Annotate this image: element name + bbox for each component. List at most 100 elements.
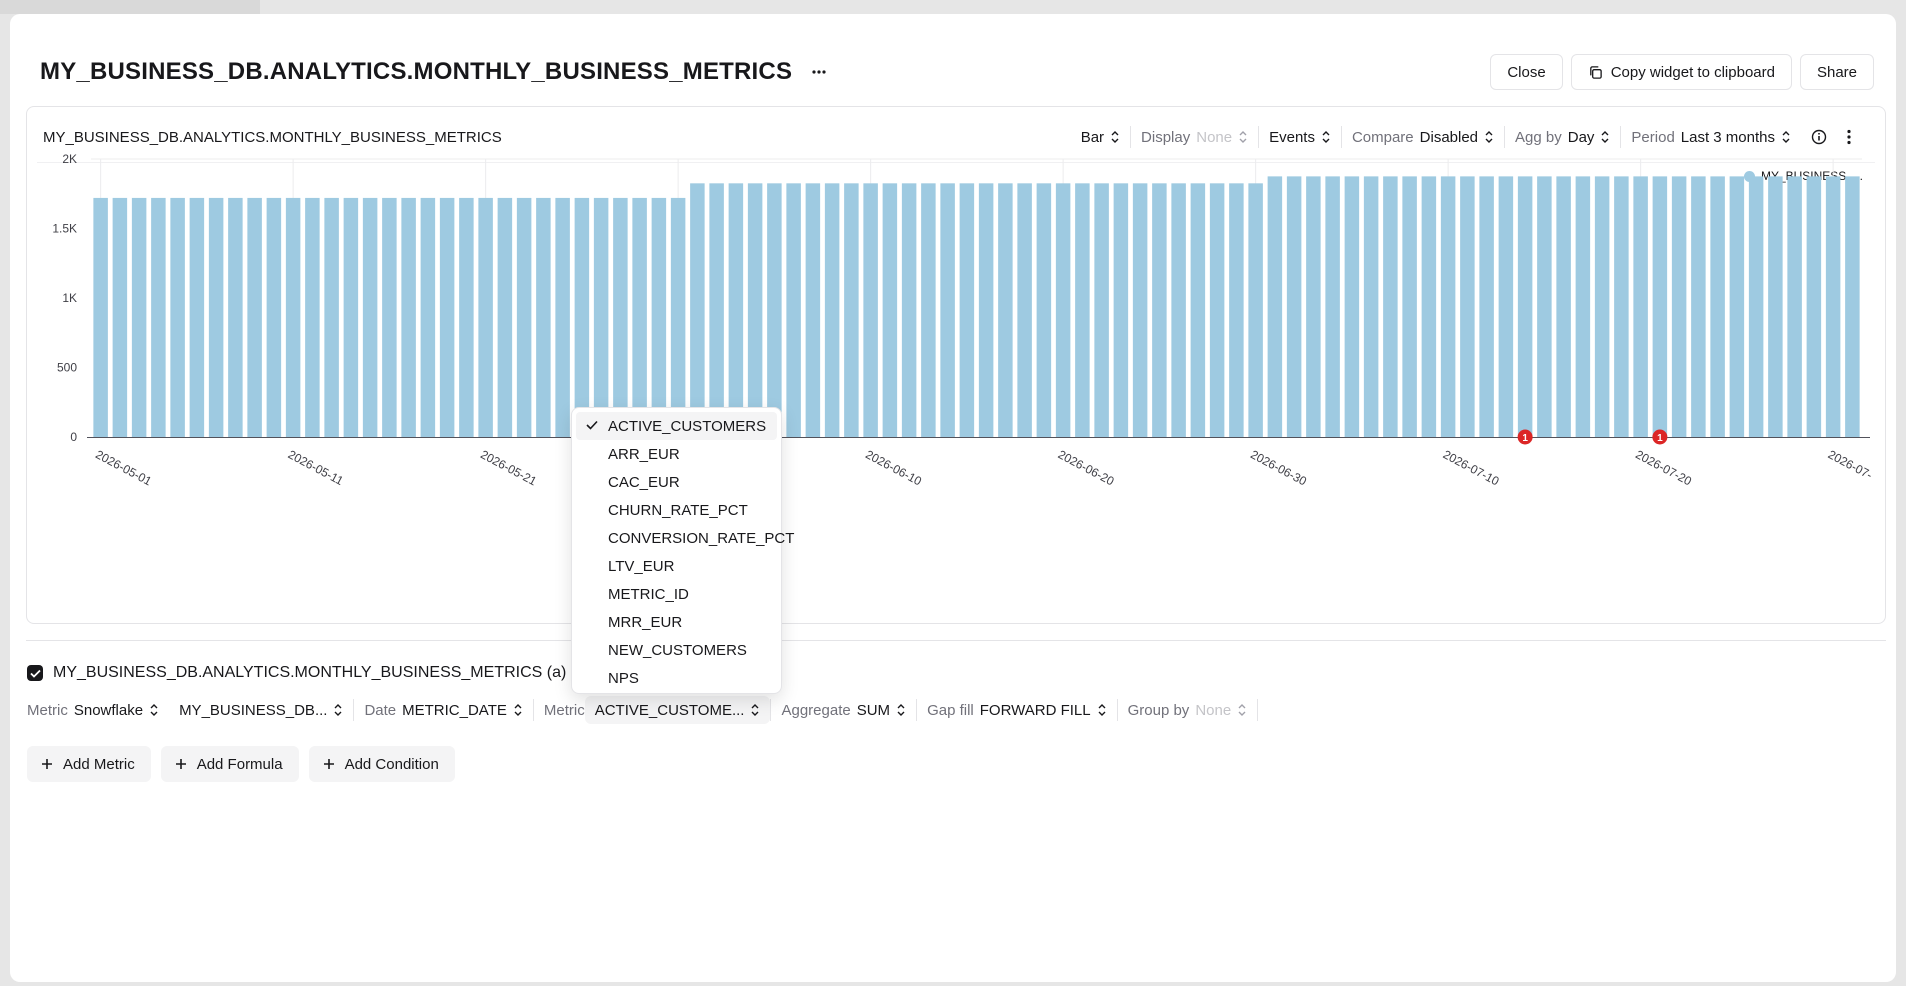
bar [131, 197, 147, 437]
bar [324, 197, 339, 437]
bar [1402, 176, 1417, 437]
bar [1306, 176, 1321, 437]
metric-label: Metric [543, 701, 585, 719]
date-select[interactable]: Date METRIC_DATE [354, 696, 532, 724]
metric-option-label: NEW_CUSTOMERS [608, 641, 747, 659]
bar [959, 183, 975, 437]
period-select[interactable]: Period Last 3 months [1621, 123, 1801, 151]
bar [170, 197, 185, 437]
date-value: METRIC_DATE [402, 701, 507, 719]
metric-option-label: LTV_EUR [608, 557, 675, 575]
bar [1748, 176, 1764, 437]
share-button[interactable]: Share [1799, 54, 1874, 90]
chart-type-select[interactable]: Bar [1071, 123, 1130, 151]
gapfill-select[interactable]: Gap fill FORWARD FILL [917, 696, 1117, 724]
bar [805, 183, 821, 437]
x-tick-label: 2026-07-10 [1441, 447, 1502, 488]
bar [728, 183, 744, 437]
metric-option[interactable]: NPS [576, 664, 777, 692]
metric-option-label: ACTIVE_CUSTOMERS [608, 417, 767, 435]
add-formula-button[interactable]: Add Formula [160, 746, 299, 782]
metric-option[interactable]: MRR_EUR [576, 608, 777, 636]
bar [497, 197, 513, 437]
bar [1768, 176, 1783, 437]
metric-option[interactable]: LTV_EUR [576, 552, 777, 580]
add-condition-button[interactable]: Add Condition [308, 746, 455, 782]
bar [247, 197, 262, 437]
config-divider [532, 699, 534, 721]
config-divider [916, 699, 918, 721]
plus-icon [42, 759, 52, 769]
source-select[interactable]: Metric Snowflake [27, 696, 169, 724]
check-icon [586, 420, 598, 430]
add-metric-button[interactable]: Add Metric [27, 746, 151, 782]
series-checkbox[interactable] [27, 665, 43, 681]
config-divider [1116, 699, 1118, 721]
bar [382, 197, 397, 437]
metric-option[interactable]: CHURN_RATE_PCT [576, 496, 777, 524]
series-config: Metric Snowflake MY_BUSINESS_DB... Date … [27, 696, 1259, 724]
compare-select[interactable]: Compare Disabled [1342, 123, 1504, 151]
chevron-up-down-icon [514, 704, 522, 716]
x-tick-label: 2026-07- [1826, 447, 1875, 482]
aggregate-select[interactable]: Aggregate SUM [771, 696, 916, 724]
chevron-up-down-icon [1601, 131, 1609, 143]
bar [1132, 183, 1148, 437]
bar [690, 183, 705, 437]
bar [1075, 183, 1090, 437]
event-marker [1652, 429, 1668, 445]
add-metric-label: Add Metric [63, 755, 135, 773]
close-button[interactable]: Close [1490, 54, 1563, 90]
bar [459, 197, 474, 437]
info-button[interactable] [1801, 123, 1837, 151]
bar [112, 197, 128, 437]
y-tick-label: 0 [70, 430, 77, 444]
agg-select[interactable]: Agg by Day [1505, 123, 1620, 151]
bar [574, 197, 590, 437]
bar [1691, 176, 1706, 437]
chevron-up-down-icon [1111, 131, 1119, 143]
widget-menu-button[interactable] [1837, 123, 1861, 151]
plus-icon [175, 759, 186, 769]
bar [1152, 183, 1167, 437]
metric-option[interactable]: ARR_EUR [576, 440, 777, 468]
info-icon [1811, 129, 1827, 145]
bar [439, 197, 455, 437]
bar [767, 183, 782, 437]
groupby-select[interactable]: Group by None [1118, 696, 1258, 724]
toolbar-divider [1130, 126, 1132, 148]
bar [93, 197, 108, 437]
bar [1363, 176, 1379, 437]
source-label: Metric [27, 701, 68, 719]
section-divider [26, 640, 1886, 641]
events-select[interactable]: Events [1259, 123, 1341, 151]
metric-select[interactable]: ACTIVE_CUSTOME... [584, 696, 771, 724]
bar [1845, 176, 1860, 437]
event-marker-label: 1 [1522, 433, 1528, 444]
chart-type-value: Bar [1080, 128, 1105, 146]
bar [632, 197, 647, 437]
display-label: Display [1141, 128, 1191, 146]
metric-option[interactable]: CAC_EUR [576, 468, 777, 496]
display-select[interactable]: Display None [1131, 123, 1258, 151]
chevron-up-down-icon [1098, 704, 1106, 716]
bar [882, 183, 898, 437]
x-tick-label: 2026-05-01 [93, 447, 154, 488]
date-label: Date [364, 701, 397, 719]
table-select[interactable]: MY_BUSINESS_DB... [169, 696, 353, 724]
metric-option[interactable]: CONVERSION_RATE_PCT [576, 524, 794, 552]
bar [1652, 176, 1668, 437]
metric-option[interactable]: NEW_CUSTOMERS [576, 636, 777, 664]
chevron-up-down-icon [897, 704, 905, 716]
chevron-up-down-icon [334, 704, 342, 716]
metric-option-label: CAC_EUR [608, 473, 680, 491]
chevron-up-down-icon [1322, 131, 1330, 143]
chevron-up-down-icon [1485, 131, 1493, 143]
bar [1460, 176, 1475, 437]
metric-option[interactable]: ACTIVE_CUSTOMERS [576, 412, 777, 440]
table-value: MY_BUSINESS_DB... [179, 701, 328, 719]
metric-option[interactable]: METRIC_ID [576, 580, 777, 608]
bar-chart: 0 500 1K 1.5K 2K 2026-05-01 2026-05-11 2026-05-… [52, 152, 1875, 489]
more-options-icon[interactable] [808, 61, 830, 83]
copy-widget-button[interactable]: Copy widget to clipboard [1570, 54, 1792, 90]
